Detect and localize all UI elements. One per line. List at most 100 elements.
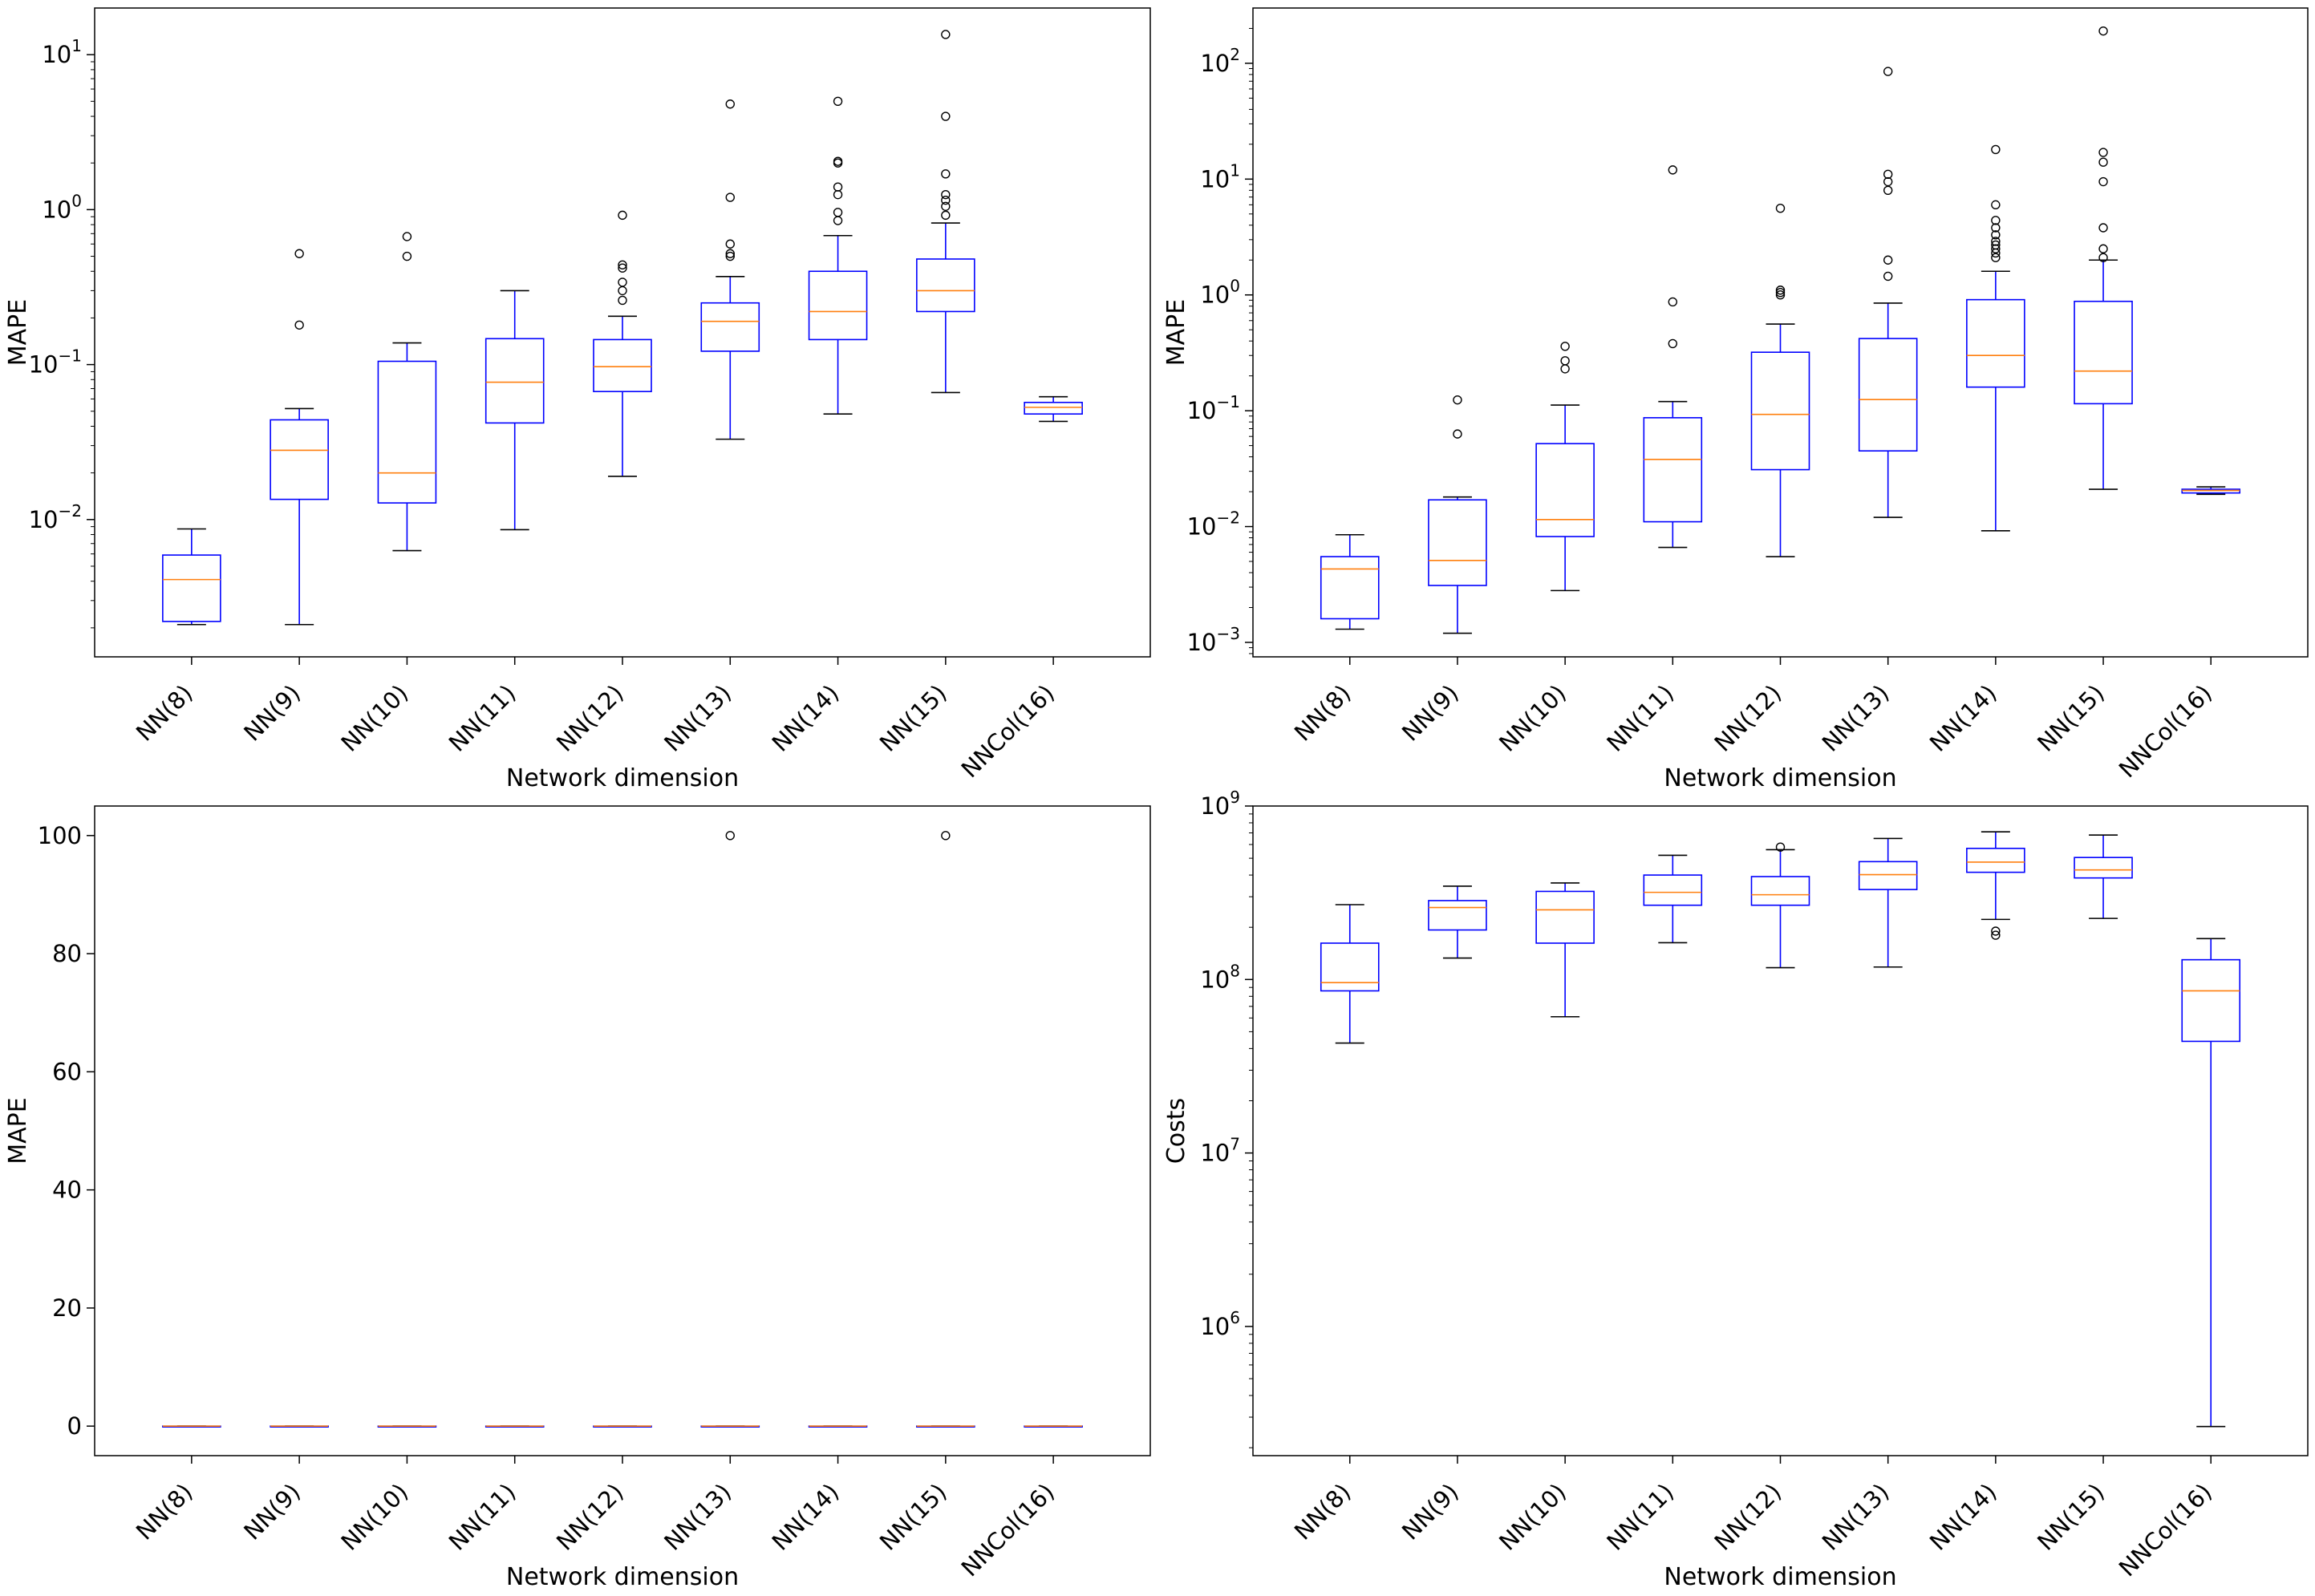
box-group	[1535, 342, 1595, 592]
outlier-point	[618, 277, 627, 287]
outlier-point	[833, 216, 843, 225]
outlier-point	[618, 210, 627, 221]
iqr-box	[484, 338, 545, 424]
outlier-point	[1991, 230, 2001, 240]
iqr-box	[593, 338, 652, 392]
x-tick-label: NNCol(16)	[956, 1478, 1060, 1582]
y-tick-label: 102	[1200, 45, 1240, 77]
y-tick-label-base: 10	[1200, 282, 1230, 309]
y-tick-label: 101	[1200, 160, 1240, 192]
y-tick-label: 10−1	[1187, 392, 1240, 424]
y-tick-label: 101	[42, 36, 82, 68]
box-group	[1966, 831, 2025, 940]
iqr-box	[270, 419, 329, 500]
x-tick-label: NN(9)	[238, 1478, 306, 1545]
outlier-point	[2098, 253, 2108, 262]
outlier-point	[1991, 216, 2001, 225]
outlier-point	[725, 251, 735, 261]
iqr-box	[1966, 298, 2025, 388]
outlier-point	[2098, 157, 2108, 167]
y-tick-label-base: 10	[1200, 1140, 1230, 1167]
box-group	[1858, 837, 1918, 968]
y-tick-label: 0	[67, 1412, 82, 1440]
outlier-point	[1991, 253, 2001, 262]
outlier-point	[2098, 244, 2108, 253]
outlier-point	[1668, 297, 1678, 307]
x-tick-label: NNCol(16)	[2114, 679, 2217, 783]
outlier-point	[941, 169, 951, 179]
x-tick-label: NN(15)	[874, 679, 952, 757]
x-tick-label: NN(14)	[767, 1478, 845, 1556]
chart-panel-bottom-left: 0 20 40 60 80 100 NN(8) NN(9) NN(10) NN(11) NN(12)…	[4, 805, 1151, 1591]
outlier-point	[1991, 144, 2001, 155]
box-group	[484, 290, 545, 531]
outlier-point	[1991, 930, 2001, 940]
box-group	[2074, 834, 2133, 919]
outlier-point	[1991, 237, 2001, 246]
y-tick-label-exponent: 1	[71, 36, 82, 55]
outlier-point	[2098, 148, 2108, 157]
x-tick-label: NN(15)	[874, 1478, 952, 1556]
outlier-point	[294, 320, 304, 330]
x-axis-label: Network dimension	[506, 1563, 739, 1591]
y-tick-label-base: 10	[1200, 50, 1230, 77]
x-tick-label: NN(13)	[659, 679, 736, 757]
y-tick-label: 100	[1200, 277, 1240, 309]
y-tick-label-exponent: 7	[1230, 1135, 1240, 1154]
x-tick-label: NN(15)	[2032, 1478, 2110, 1556]
x-tick-label: NN(14)	[1924, 679, 2002, 757]
box-group	[1966, 144, 2025, 532]
x-tick-label: NN(10)	[1494, 1478, 1571, 1556]
y-tick-label-exponent: −1	[1217, 392, 1240, 411]
outlier-point	[1883, 271, 1893, 282]
x-tick-label: NN(13)	[659, 1478, 736, 1556]
outlier-point	[941, 210, 951, 221]
outlier-point	[725, 831, 735, 841]
iqr-box	[1428, 499, 1487, 586]
iqr-box	[377, 360, 437, 504]
iqr-box	[916, 258, 975, 313]
outlier-point	[1453, 429, 1462, 439]
y-axis-label: Costs	[1162, 1098, 1190, 1164]
x-tick-label: NN(10)	[335, 679, 413, 757]
iqr-box	[2181, 958, 2241, 1043]
box-group	[1750, 203, 1810, 557]
outlier-point	[833, 156, 843, 166]
box-group	[1320, 533, 1380, 630]
iqr-box	[2181, 488, 2241, 494]
x-tick-label: NN(13)	[1817, 679, 1895, 757]
y-tick-label-base: 10	[1187, 629, 1217, 656]
y-axis-label: MAPE	[4, 299, 32, 366]
y-tick-label: 10−3	[1187, 624, 1240, 656]
iqr-box	[1320, 942, 1380, 992]
x-tick-label: NN(13)	[1817, 1478, 1895, 1556]
box-group	[1643, 854, 1703, 944]
iqr-box	[1024, 401, 1083, 415]
iqr-box	[700, 302, 760, 352]
outlier-point	[1883, 255, 1893, 265]
y-tick-label: 107	[1200, 1135, 1240, 1167]
box-group	[162, 528, 221, 626]
x-tick-label: NNCol(16)	[2114, 1478, 2217, 1582]
outlier-point	[833, 208, 843, 217]
iqr-box	[1535, 443, 1595, 537]
outlier-point	[1775, 842, 1786, 852]
y-tick-label-base: 10	[1187, 397, 1217, 424]
y-tick-label-base: 10	[1200, 792, 1230, 820]
y-axis-label: MAPE	[1162, 299, 1190, 366]
x-tick-label: NN(10)	[1494, 679, 1571, 757]
x-tick-label: NN(11)	[444, 1478, 521, 1556]
y-tick-label-exponent: 8	[1230, 961, 1240, 980]
y-tick-label-exponent: −2	[59, 501, 82, 521]
box-group	[162, 1425, 221, 1428]
outlier-point	[941, 30, 951, 39]
y-axis-label: MAPE	[4, 1097, 32, 1164]
box-group	[593, 210, 652, 477]
box-group	[377, 232, 437, 552]
outlier-point	[1560, 342, 1570, 351]
box-group	[1320, 904, 1380, 1044]
outlier-point	[833, 96, 843, 107]
outlier-point	[1668, 165, 1678, 175]
outlier-point	[1775, 290, 1786, 300]
outlier-point	[833, 189, 843, 200]
